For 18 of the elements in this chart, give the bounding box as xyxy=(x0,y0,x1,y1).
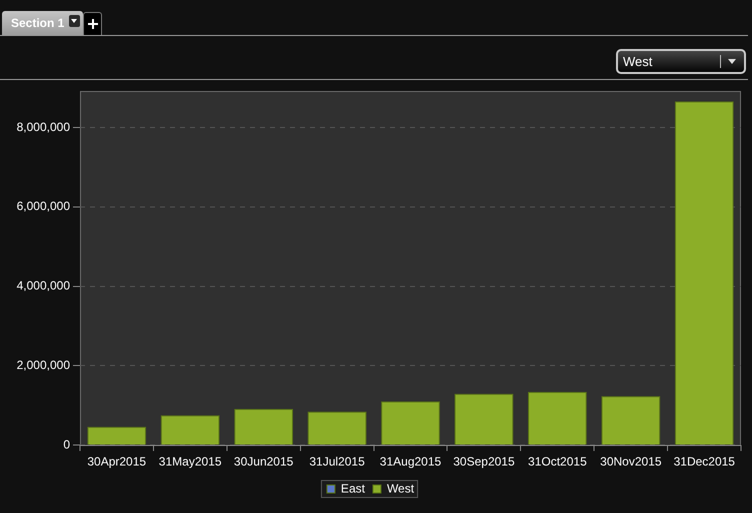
x-tick-label: 30Jun2015 xyxy=(234,454,294,469)
y-tick-label: 2,000,000 xyxy=(16,358,70,372)
y-tick-label: 6,000,000 xyxy=(16,199,70,214)
x-tick-label: 30Nov2015 xyxy=(600,454,662,469)
dropdown[interactable]: West xyxy=(616,49,746,74)
y-tick-label: 0 xyxy=(63,437,70,452)
y-tick-label: 4,000,000 xyxy=(16,278,70,293)
x-tick-label: 31Aug2015 xyxy=(380,454,442,469)
x-tick-label: 31Dec2015 xyxy=(674,454,736,469)
legend-label: West xyxy=(386,481,415,496)
add-tab-button[interactable] xyxy=(83,12,102,35)
y-tick-label: 8,000,000 xyxy=(16,120,70,134)
x-tick-label: 31Jul2015 xyxy=(309,454,366,469)
x-tick-label: 30Apr2015 xyxy=(87,454,146,469)
x-tick-label: 31May2015 xyxy=(158,454,222,469)
x-tick-label: 31Oct2015 xyxy=(528,454,588,469)
legend-label: East xyxy=(340,481,366,496)
x-tick-label: 30Sep2015 xyxy=(453,454,515,469)
